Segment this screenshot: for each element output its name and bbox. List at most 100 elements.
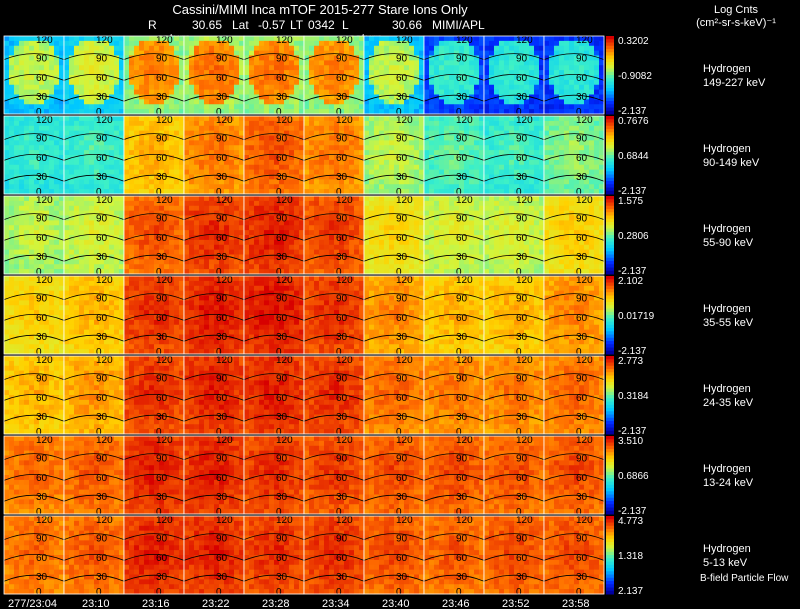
intensity-pixel xyxy=(89,65,95,71)
intensity-pixel xyxy=(214,79,220,86)
intensity-pixel xyxy=(344,164,350,171)
intensity-pixel xyxy=(359,104,365,110)
intensity-pixel xyxy=(244,45,250,52)
intensity-pixel xyxy=(304,159,310,166)
intensity-pixel xyxy=(504,169,510,175)
intensity-pixel xyxy=(534,125,540,132)
intensity-pixel xyxy=(14,196,20,202)
intensity-pixel xyxy=(379,104,385,110)
intensity-pixel xyxy=(274,94,280,100)
intensity-pixel xyxy=(449,75,455,81)
intensity-pixel xyxy=(194,116,200,122)
intensity-pixel xyxy=(299,145,305,151)
intensity-pixel xyxy=(69,205,75,212)
intensity-pixel xyxy=(79,184,85,190)
intensity-pixel xyxy=(264,40,270,47)
intensity-pixel xyxy=(394,65,400,71)
intensity-pixel xyxy=(329,45,335,52)
intensity-pixel xyxy=(549,99,555,105)
intensity-pixel xyxy=(209,94,215,100)
intensity-pixel xyxy=(289,70,295,76)
intensity-pixel xyxy=(214,164,220,171)
intensity-pixel xyxy=(319,40,325,47)
intensity-pixel xyxy=(14,244,20,251)
intensity-pixel xyxy=(529,179,535,185)
intensity-pixel xyxy=(434,36,440,42)
intensity-pixel xyxy=(384,45,390,52)
intensity-pixel xyxy=(304,116,310,122)
intensity-pixel xyxy=(589,179,595,185)
intensity-pixel xyxy=(449,104,455,110)
colorbar-segment xyxy=(606,177,614,182)
angle-tick-label: 30 xyxy=(336,172,348,183)
intensity-pixel xyxy=(394,164,400,171)
intensity-pixel xyxy=(59,145,65,151)
intensity-pixel xyxy=(139,145,145,151)
intensity-pixel xyxy=(194,79,200,86)
intensity-pixel xyxy=(269,60,275,66)
intensity-pixel xyxy=(309,140,315,146)
intensity-pixel xyxy=(559,94,565,100)
intensity-pixel xyxy=(144,244,150,251)
intensity-pixel xyxy=(184,254,190,260)
intensity-pixel xyxy=(69,230,75,236)
intensity-pixel xyxy=(119,45,125,52)
intensity-pixel xyxy=(234,220,240,226)
colorbar-segment xyxy=(606,161,614,166)
intensity-pixel xyxy=(269,135,275,141)
intensity-pixel xyxy=(564,184,570,190)
intensity-pixel xyxy=(279,164,285,171)
intensity-pixel xyxy=(359,120,365,127)
intensity-pixel xyxy=(409,65,415,71)
intensity-pixel xyxy=(419,150,425,156)
intensity-pixel xyxy=(479,184,485,190)
intensity-pixel xyxy=(84,75,90,81)
intensity-pixel xyxy=(169,65,175,71)
colorbar-units: Log Cnts (cm²-sr-s-keV)⁻¹ xyxy=(680,4,792,30)
field-line xyxy=(123,74,185,81)
intensity-pixel xyxy=(369,116,375,122)
intensity-pixel xyxy=(554,45,560,52)
intensity-pixel xyxy=(214,125,220,132)
intensity-pixel xyxy=(89,220,95,226)
intensity-pixel xyxy=(534,104,540,110)
angle-tick-label: 120 xyxy=(276,115,293,126)
intensity-pixel xyxy=(249,70,255,76)
intensity-pixel xyxy=(244,200,250,207)
intensity-pixel xyxy=(139,84,145,91)
intensity-pixel xyxy=(114,179,120,185)
intensity-pixel xyxy=(244,174,250,180)
intensity-pixel xyxy=(419,140,425,146)
intensity-pixel xyxy=(9,210,15,216)
intensity-pixel xyxy=(369,184,375,190)
intensity-pixel xyxy=(9,70,15,76)
intensity-pixel xyxy=(49,40,55,47)
intensity-pixel xyxy=(359,55,365,61)
intensity-pixel xyxy=(464,164,470,171)
intensity-pixel xyxy=(14,116,20,122)
intensity-pixel xyxy=(364,184,370,190)
intensity-pixel xyxy=(369,60,375,66)
intensity-pixel xyxy=(354,150,360,156)
intensity-pixel xyxy=(144,259,150,265)
intensity-pixel xyxy=(124,164,130,171)
intensity-pixel xyxy=(534,45,540,52)
intensity-pixel xyxy=(114,225,120,231)
intensity-pixel xyxy=(139,120,145,127)
intensity-pixel xyxy=(24,79,30,86)
intensity-pixel xyxy=(574,145,580,151)
intensity-pixel xyxy=(64,70,70,76)
intensity-pixel xyxy=(204,259,210,265)
intensity-pixel xyxy=(354,84,360,91)
intensity-pixel xyxy=(39,205,45,212)
intensity-pixel xyxy=(234,164,240,171)
intensity-pixel xyxy=(264,120,270,127)
intensity-pixel xyxy=(364,150,370,156)
intensity-pixel xyxy=(529,60,535,66)
intensity-pixel xyxy=(299,169,305,175)
intensity-pixel xyxy=(44,244,50,251)
intensity-pixel xyxy=(54,244,60,251)
intensity-pixel xyxy=(199,159,205,166)
intensity-pixel xyxy=(214,75,220,81)
